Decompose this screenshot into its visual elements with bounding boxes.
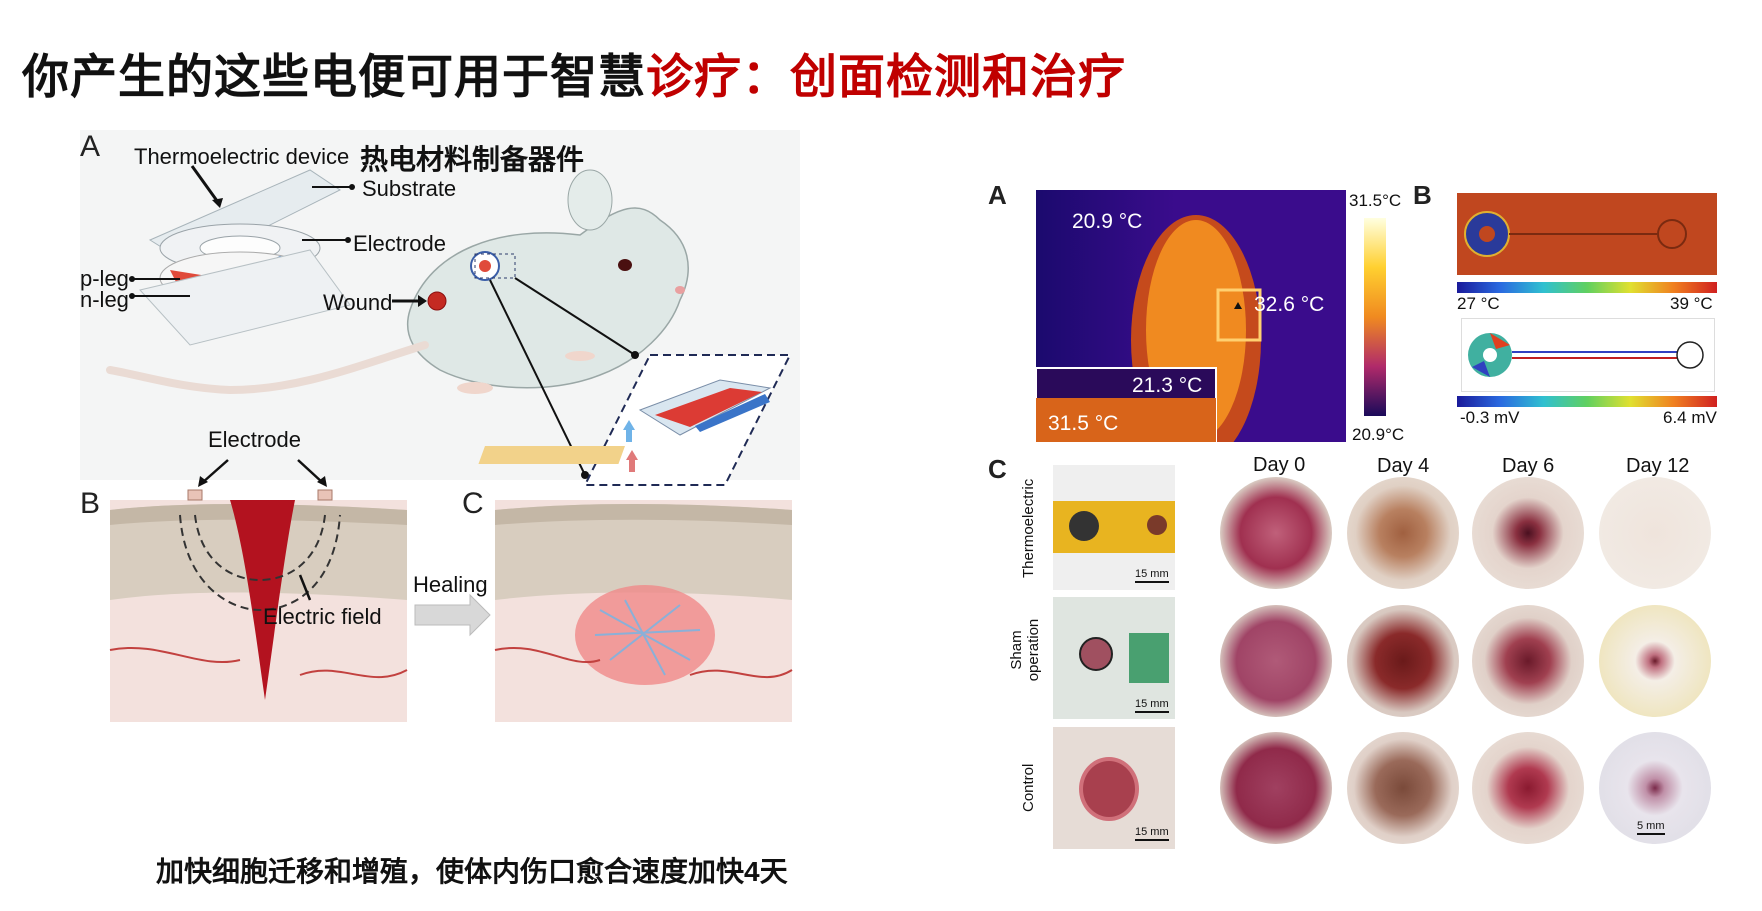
left-panel-a-letter: A <box>80 130 101 163</box>
right-panel-a-letter: A <box>988 180 1007 210</box>
thumb-sham: 15 mm <box>1053 597 1175 719</box>
day-label-0: Day 0 <box>1253 454 1306 476</box>
left-figure: A Thermoelectric device 热电材料制备器件 Substra… <box>80 130 800 730</box>
electrode-b-label: Electrode <box>208 427 301 452</box>
page-title: 你产生的这些电便可用于智慧诊疗：创面检测和治疗 <box>22 38 1126 107</box>
sim-temp-min: 27 °C <box>1457 294 1500 313</box>
sim-volt-max: 6.4 mV <box>1663 408 1717 427</box>
thermo-device-label: Thermoelectric device <box>134 144 350 169</box>
wound-photo-te-day0 <box>1220 477 1332 589</box>
wound-dot <box>427 291 447 311</box>
row-label-control: Control <box>1020 763 1037 812</box>
thermal-image: 20.9 °C 32.6 °C 21.3 °C 31.5 °C <box>1036 190 1346 442</box>
wound-photo-te-day12 <box>1599 477 1711 589</box>
electric-field-label: Electric field <box>263 604 382 629</box>
wound-photo-ctrl-day6 <box>1472 732 1584 844</box>
mouse-ear <box>567 169 613 231</box>
thumb-control: 15 mm <box>1053 727 1175 849</box>
mouse-eye <box>618 259 632 271</box>
day-label-6: Day 6 <box>1502 455 1555 477</box>
wound-photo-te-day4 <box>1347 477 1459 589</box>
thermal-scale-max: 31.5°C <box>1349 191 1402 210</box>
right-panel-b-letter: B <box>1413 180 1432 210</box>
substrate-label: Substrate <box>362 176 457 201</box>
wound-photo-ctrl-day4 <box>1347 732 1459 844</box>
wound-photo-te-day6 <box>1472 477 1584 589</box>
title-black: 你产生的这些电便可用于智慧 <box>22 50 646 103</box>
row-label-sham: Sham operation <box>1008 618 1042 682</box>
title-red: 诊疗：创面检测和治疗 <box>646 50 1126 103</box>
left-figure-illustration <box>80 130 800 722</box>
scale-bar-15mm: 15 mm <box>1135 568 1169 583</box>
wound-photo-sham-day6 <box>1472 605 1584 717</box>
thermal-bg-temp: 20.9 °C <box>1072 210 1143 233</box>
scale-bar-15mm-sham: 15 mm <box>1135 698 1169 713</box>
electrode-label: Electrode <box>353 231 446 256</box>
wound-photo-sham-day4 <box>1347 605 1459 717</box>
skin-panel-b <box>109 459 408 722</box>
right-panel-c-letter: C <box>988 454 1007 484</box>
thermal-inset-top: 21.3 °C <box>1132 374 1203 397</box>
wound-photo-sham-day12 <box>1599 605 1711 717</box>
sim-volt-min: -0.3 mV <box>1460 408 1520 427</box>
left-panel-b-letter: B <box>80 487 101 520</box>
sim-temp-map <box>1457 193 1717 275</box>
scale-bar-15mm-control: 15 mm <box>1135 826 1169 841</box>
healing-arrow <box>414 593 491 637</box>
wound-label: Wound <box>323 290 393 315</box>
thumb-thermoelectric: 15 mm <box>1053 465 1175 590</box>
sim-volt-colorbar <box>1457 396 1717 407</box>
wound-photo-ctrl-day12: 5 mm <box>1599 732 1711 844</box>
wound-photo-ctrl-day0 <box>1220 732 1332 844</box>
scale-bar-5mm: 5 mm <box>1637 820 1665 835</box>
day-label-4: Day 4 <box>1377 455 1430 477</box>
mouse-tail <box>106 341 429 395</box>
thermal-drawing <box>1036 215 1262 442</box>
left-panel-c-letter: C <box>462 487 484 520</box>
sim-volt-map <box>1461 318 1715 392</box>
sim-temp-colorbar <box>1457 282 1717 293</box>
thermal-colorbar <box>1364 218 1386 416</box>
n-leg-label: n-leg <box>80 287 129 312</box>
thermal-device-temp: 32.6 °C <box>1254 293 1325 316</box>
row-label-thermoelectric: Thermoelectric <box>1020 478 1037 578</box>
day-label-12: Day 12 <box>1626 455 1690 477</box>
skin-panel-c <box>494 500 793 722</box>
wound-photo-sham-day0 <box>1220 605 1332 717</box>
sim-temp-max: 39 °C <box>1670 294 1713 313</box>
thermal-scale-min: 20.9°C <box>1352 425 1405 444</box>
thermal-inset-bottom: 31.5 °C <box>1048 412 1119 435</box>
p-leg-label: p-leg <box>80 266 129 291</box>
wound-cleft <box>230 500 295 700</box>
caption: 加快细胞迁移和增殖，使体内伤口愈合速度加快4天 <box>156 856 788 887</box>
arrow-device <box>190 165 222 206</box>
healing-label: Healing <box>413 572 488 597</box>
zh-device-label: 热电材料制备器件 <box>360 144 585 175</box>
